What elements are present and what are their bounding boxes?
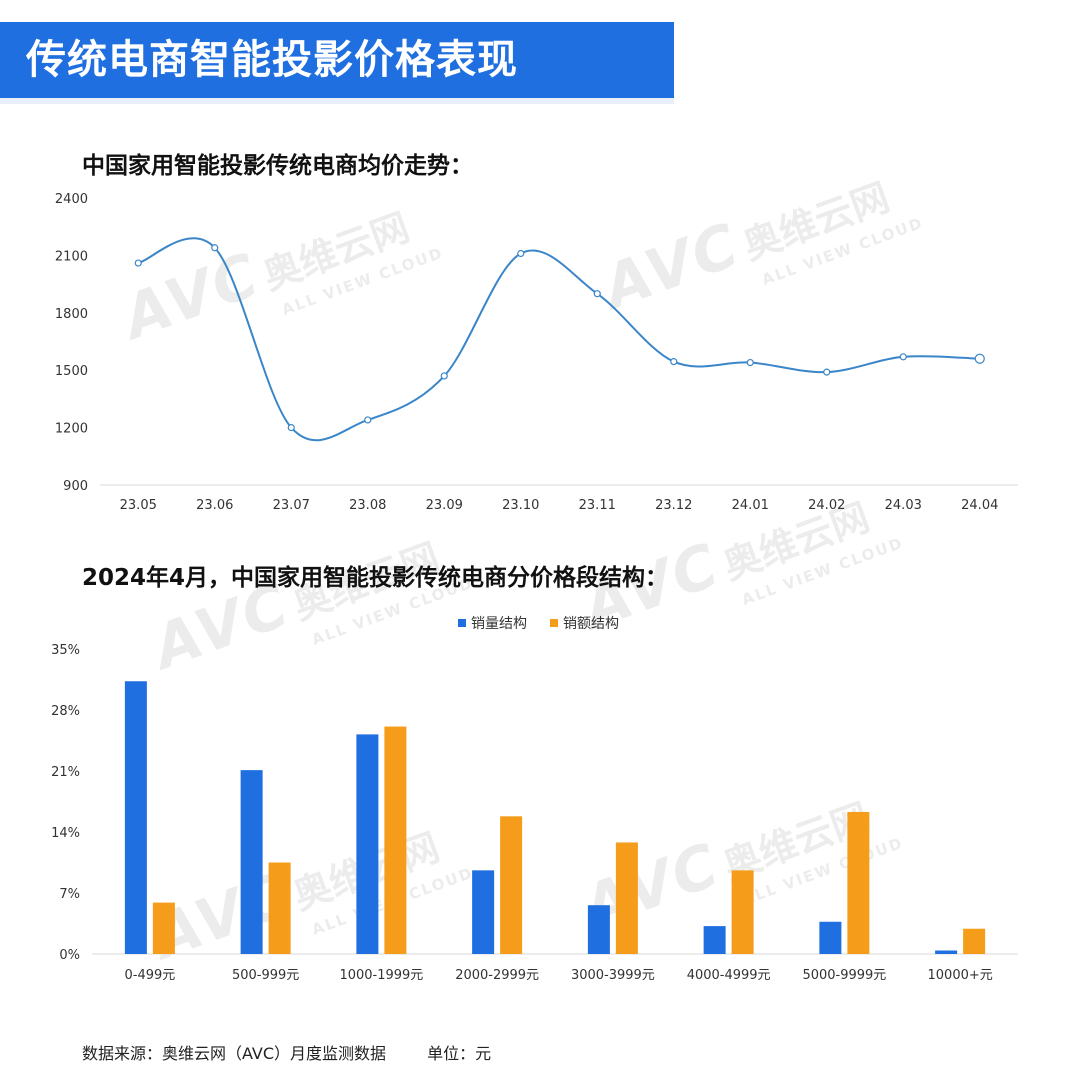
x-tick-label: 4000-4999元 [687, 968, 771, 983]
unit-label: 单位：元 [427, 1044, 492, 1063]
bar [963, 928, 986, 954]
bar [356, 734, 379, 954]
x-tick-label: 23.05 [120, 498, 157, 513]
data-point [670, 357, 678, 366]
x-tick-label: 3000-3999元 [571, 968, 655, 983]
bar [384, 726, 407, 954]
x-tick-label: 24.03 [885, 498, 922, 513]
data-point [974, 353, 985, 364]
x-tick-label: 23.10 [502, 498, 539, 513]
y-tick-label: 2400 [55, 192, 88, 207]
legend-label: 销额结构 [563, 616, 619, 632]
x-tick-label: 5000-9999元 [802, 968, 886, 983]
x-tick-label: 23.09 [426, 498, 463, 513]
y-tick-label: 7% [59, 887, 80, 902]
bar [240, 770, 263, 954]
x-tick-label: 23.11 [579, 498, 616, 513]
x-tick-label: 10000+元 [928, 968, 993, 983]
y-tick-label: 14% [51, 826, 80, 841]
data-point [364, 416, 372, 424]
bar [500, 816, 523, 954]
y-tick-label: 21% [51, 765, 80, 780]
data-point [593, 290, 601, 298]
data-point [440, 372, 448, 380]
series-line [137, 237, 980, 442]
y-tick-label: 28% [51, 704, 80, 719]
x-tick-label: 23.12 [655, 498, 692, 513]
y-tick-label: 1500 [55, 364, 88, 379]
bar-chart: 销量结构 销额结构 0% 7% 14% 21% 28% 35% 0-499元 500-999元 10… [51, 616, 1018, 983]
bar [819, 921, 842, 954]
data-point [211, 244, 219, 252]
bar [152, 902, 175, 954]
data-point [134, 259, 142, 267]
legend-swatch [458, 619, 466, 627]
legend-swatch [550, 619, 558, 627]
y-tick-label: 900 [63, 479, 88, 494]
bar [268, 862, 291, 954]
watermark-sub: ALL VIEW CLOUD [739, 533, 906, 609]
legend: 销量结构 销额结构 [458, 616, 619, 632]
bar [703, 926, 726, 954]
bar [587, 905, 610, 954]
x-tick-label: 24.02 [808, 498, 845, 513]
data-point [517, 249, 525, 258]
x-tick-label: 1000-1999元 [339, 968, 423, 983]
bar [124, 681, 147, 954]
data-source: 数据来源：奥维云网（AVC）月度监测数据 [82, 1044, 387, 1063]
x-tick-label: 24.04 [961, 498, 998, 513]
page-title: 传统电商智能投影价格表现 [26, 37, 518, 83]
y-tick-label: 1800 [55, 307, 88, 322]
x-tick-label: 23.06 [196, 498, 233, 513]
x-tick-label: 24.01 [732, 498, 769, 513]
x-tick-label: 500-999元 [232, 968, 299, 983]
data-point [746, 358, 754, 367]
y-tick-label: 1200 [55, 422, 88, 437]
data-point [823, 368, 831, 376]
bar [472, 870, 495, 954]
x-tick-label: 23.07 [273, 498, 310, 513]
x-tick-label: 0-499元 [124, 968, 175, 983]
data-point [899, 353, 907, 361]
y-tick-label: 2100 [55, 249, 88, 264]
footer: 数据来源：奥维云网（AVC）月度监测数据 单位：元 [82, 1040, 527, 1064]
bar-chart-title: 2024年4月，中国家用智能投影传统电商分价格段结构： [82, 565, 669, 591]
data-point [287, 424, 295, 432]
x-tick-label: 23.08 [349, 498, 386, 513]
y-tick-label: 0% [59, 948, 80, 963]
line-chart: 900 1200 1500 1800 2100 2400 23.05 23.06 23.07 23… [55, 192, 1018, 513]
line-chart-title: 中国家用智能投影传统电商均价走势： [82, 153, 473, 179]
bar [731, 870, 754, 954]
bar [847, 811, 870, 954]
header-banner: 传统电商智能投影价格表现 [0, 22, 674, 98]
y-tick-label: 35% [51, 643, 80, 658]
bar [935, 950, 958, 954]
bar [615, 842, 638, 954]
legend-label: 销量结构 [471, 616, 527, 632]
x-tick-label: 2000-2999元 [455, 968, 539, 983]
